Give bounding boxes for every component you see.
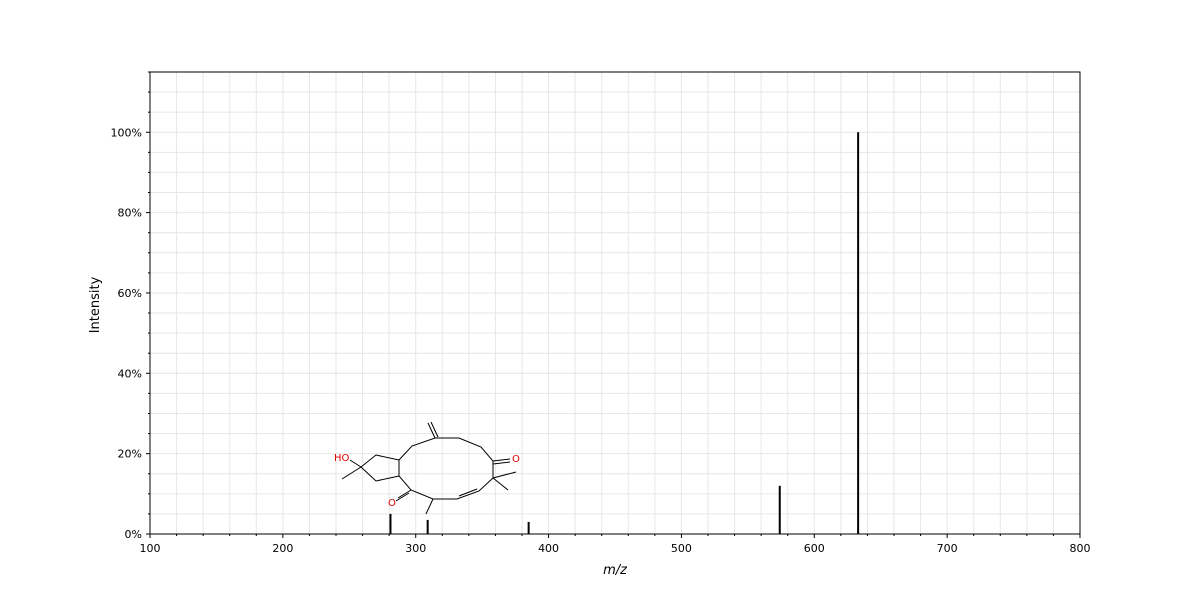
atom-label-o-right: O bbox=[512, 454, 520, 465]
x-tick-label: 800 bbox=[1070, 542, 1091, 555]
x-tick-label: 100 bbox=[140, 542, 161, 555]
y-tick-label: 60% bbox=[118, 287, 142, 300]
molecule-atom-labels: HO O O bbox=[334, 453, 520, 509]
y-tick-label: 40% bbox=[118, 367, 142, 380]
x-tick-label: 700 bbox=[937, 542, 958, 555]
x-tick-label: 200 bbox=[272, 542, 293, 555]
peak-series bbox=[389, 132, 860, 534]
y-tick-label: 80% bbox=[118, 207, 142, 220]
y-tick-label: 20% bbox=[118, 448, 142, 461]
y-tick-label: 0% bbox=[125, 528, 142, 541]
y-tick-label: 100% bbox=[111, 126, 142, 139]
molecule-structure bbox=[341, 421, 517, 515]
x-tick-label: 400 bbox=[538, 542, 559, 555]
atom-label-ho: HO bbox=[334, 453, 350, 464]
grid bbox=[149, 71, 1081, 535]
x-tick-label: 300 bbox=[405, 542, 426, 555]
y-axis-title: Intensity bbox=[88, 276, 103, 333]
plot-frame bbox=[149, 71, 1081, 535]
x-tick-label: 500 bbox=[671, 542, 692, 555]
atom-label-o-left: O bbox=[388, 498, 396, 509]
x-axis-title: m/z bbox=[603, 563, 628, 578]
x-tick-label: 600 bbox=[804, 542, 825, 555]
axes: 100 200 300 400 500 600 700 800 0% 20% 40% 60% 80% 10… bbox=[111, 71, 1091, 555]
